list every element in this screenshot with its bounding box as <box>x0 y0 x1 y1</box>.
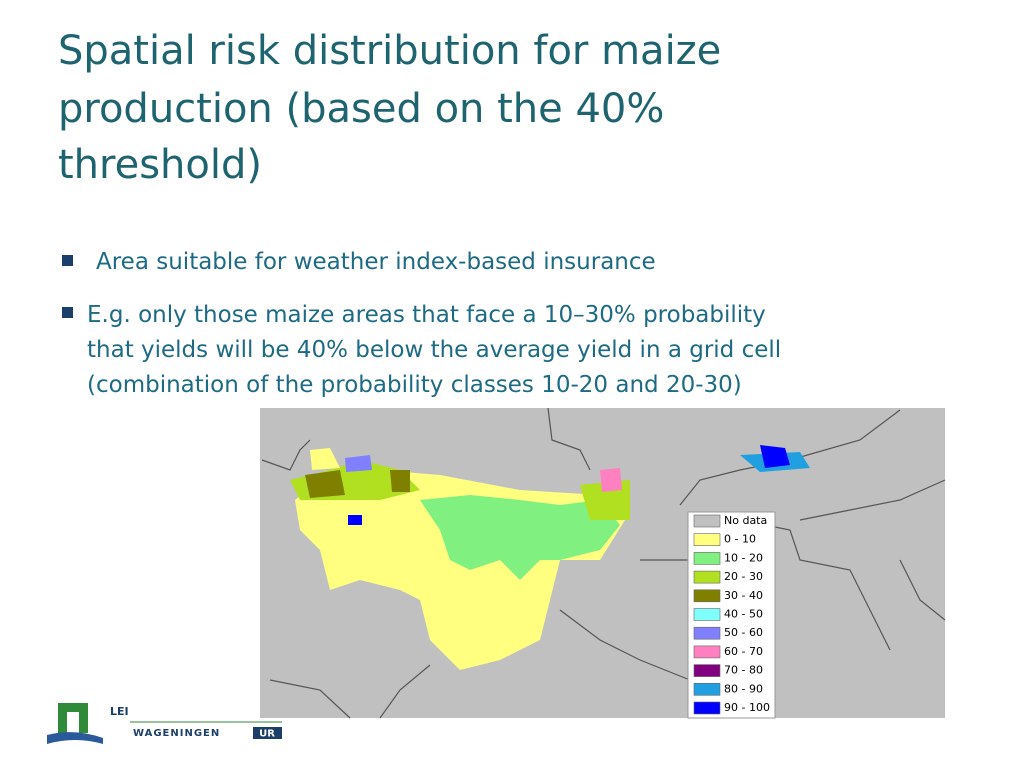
legend-label: 40 - 50 <box>724 608 763 621</box>
region <box>760 445 790 468</box>
region <box>600 468 622 492</box>
region <box>345 455 372 472</box>
legend-swatch <box>693 514 721 528</box>
region <box>420 495 620 580</box>
region <box>305 470 345 498</box>
logo-text: UR <box>259 729 275 740</box>
legend-swatch <box>693 552 721 565</box>
region <box>310 448 340 470</box>
logo-text: LEI <box>110 705 129 718</box>
title-line: production (based on the 40% <box>58 86 665 132</box>
bullet-marker <box>62 307 73 318</box>
legend-label: 0 - 10 <box>724 533 756 546</box>
bullet-text: that yields will be 40% below the averag… <box>87 337 782 363</box>
legend-label: No data <box>724 514 767 527</box>
legend-swatch <box>693 645 721 659</box>
legend-label: 50 - 60 <box>724 626 763 639</box>
legend-label: 70 - 80 <box>724 664 763 677</box>
title-line: threshold) <box>58 142 262 188</box>
legend-label: 90 - 100 <box>724 701 770 714</box>
title-line: Spatial risk distribution for maize <box>58 28 722 74</box>
logo-badge <box>253 727 282 739</box>
legend-label: 10 - 20 <box>724 551 763 564</box>
region <box>348 515 362 525</box>
legend-swatch <box>693 589 721 603</box>
legend-swatch <box>693 701 721 715</box>
region <box>390 470 410 492</box>
bullet-text: Area suitable for weather index-based in… <box>96 249 656 275</box>
legend-swatch <box>693 682 721 696</box>
logo-wave <box>47 732 103 744</box>
legend-label: 20 - 30 <box>724 570 763 583</box>
legend-label: 80 - 90 <box>724 682 763 695</box>
legend-swatch <box>693 570 721 584</box>
bullet-marker <box>62 255 73 266</box>
legend-swatch <box>693 533 721 547</box>
bullet-text: E.g. only those maize areas that face a … <box>87 302 766 328</box>
legend-label: 30 - 40 <box>724 589 763 602</box>
legend-swatch <box>693 608 721 621</box>
bullet-text: (combination of the probability classes … <box>87 372 742 398</box>
legend-swatch <box>693 664 721 677</box>
legend-swatch <box>693 626 721 640</box>
logo-door <box>67 712 79 733</box>
legend-label: 60 - 70 <box>724 645 763 658</box>
logo-text: WAGENINGEN <box>133 728 220 739</box>
